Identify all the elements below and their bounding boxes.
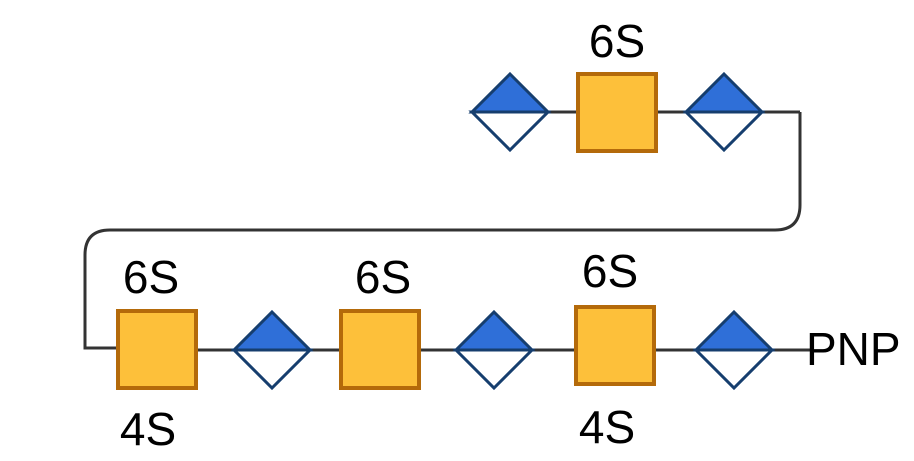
diamond-bottom-1 (230, 309, 314, 391)
label-square-3-top: 6S (582, 245, 638, 297)
square-bottom-2 (339, 309, 421, 390)
square-bottom-1 (116, 309, 198, 390)
label-top-square-6S: 6S (589, 15, 645, 67)
label-square-1-top: 6S (123, 251, 179, 303)
diamond-top-2 (682, 71, 766, 153)
diamond-top-1 (468, 71, 552, 153)
label-square-1-bottom: 4S (120, 403, 176, 455)
diamond-bottom-2 (452, 309, 536, 391)
label-square-3-bottom: 4S (579, 401, 635, 453)
square-bottom-3 (574, 305, 656, 386)
label-square-2-top: 6S (355, 251, 411, 303)
terminal-label-pnp: PNP (806, 323, 901, 375)
connector-loop (83, 112, 802, 350)
square-top-1 (576, 72, 658, 153)
diamond-bottom-3 (692, 309, 776, 391)
